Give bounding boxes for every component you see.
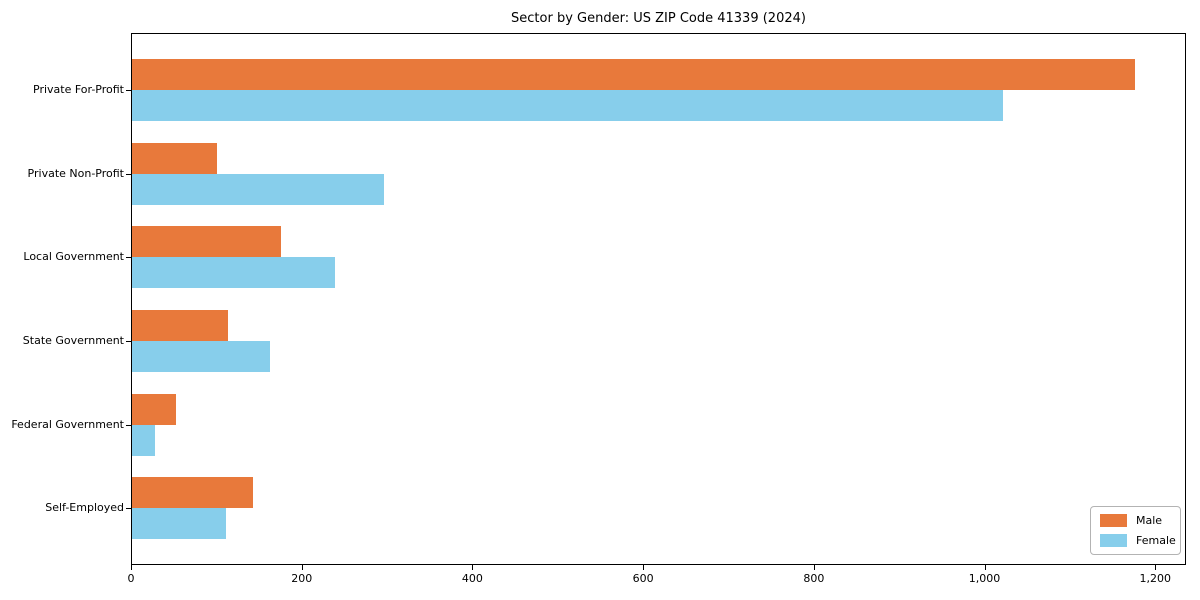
x-tick-400 [472, 565, 474, 570]
legend-item-male: Male [1100, 514, 1171, 527]
x-tick-label-0: 0 [127, 572, 135, 585]
y-tick-self-employed [126, 508, 131, 510]
legend-label-female: Female [1136, 534, 1176, 547]
x-tick-200 [301, 565, 303, 570]
y-tick-label-state-government: State Government [22, 333, 124, 347]
bar-female-private-for-profit [132, 90, 1003, 121]
bar-female-federal-government [132, 424, 155, 456]
y-tick-label-private-for-profit: Private For-Profit [33, 83, 124, 96]
x-tick-label-200: 200 [291, 572, 313, 585]
x-tick-label-600: 600 [632, 572, 654, 585]
y-tick-label-self-employed: Self-Employed [45, 501, 124, 515]
y-tick-federal-government [126, 424, 131, 426]
legend-item-female: Female [1100, 534, 1176, 547]
legend-label-male: Male [1136, 514, 1163, 527]
x-tick-0 [131, 565, 132, 570]
x-tick-label-400: 400 [461, 572, 483, 585]
plot-area [131, 33, 1186, 565]
bar-female-local-government [132, 257, 335, 289]
x-tick-1-200 [1155, 565, 1157, 570]
x-tick-600 [643, 565, 645, 570]
bar-male-private-for-profit [132, 59, 1135, 90]
bar-female-self-employed [132, 508, 226, 540]
x-tick-800 [813, 565, 815, 570]
x-tick-1-000 [984, 565, 986, 570]
bar-male-federal-government [132, 393, 176, 425]
chart-title: Sector by Gender: US ZIP Code 41339 (202… [511, 11, 806, 26]
y-tick-local-government [126, 257, 131, 259]
y-tick-state-government [126, 340, 131, 342]
y-tick-label-federal-government: Federal Government [11, 417, 124, 431]
y-tick-private-non-profit [126, 173, 131, 175]
x-tick-label-800: 800 [803, 572, 825, 585]
y-tick-private-for-profit [126, 90, 131, 91]
bar-male-local-government [132, 226, 281, 258]
bar-female-private-non-profit [132, 173, 384, 205]
legend: Male Female [1090, 506, 1181, 555]
x-tick-label-1-200: 1,200 [1139, 572, 1172, 585]
y-tick-label-local-government: Local Government [23, 250, 124, 264]
bar-male-self-employed [132, 477, 253, 509]
female-legend-swatch [1100, 534, 1127, 547]
x-tick-label-1-000: 1,000 [968, 572, 1001, 585]
y-tick-label-private-non-profit: Private Non-Profit [27, 166, 124, 180]
bar-male-state-government [132, 309, 228, 341]
bar-female-state-government [132, 340, 270, 372]
male-legend-swatch [1100, 514, 1127, 527]
bar-male-private-non-profit [132, 142, 217, 174]
